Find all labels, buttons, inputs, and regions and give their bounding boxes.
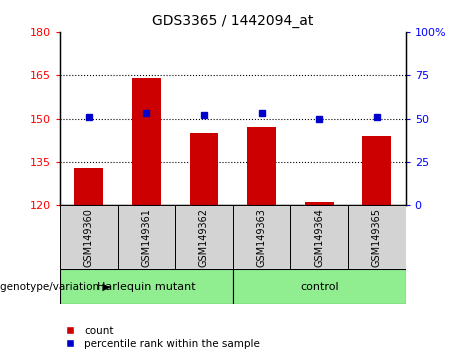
Bar — [175, 205, 233, 269]
Bar — [132, 78, 161, 205]
Bar — [305, 202, 334, 205]
Text: Harlequin mutant: Harlequin mutant — [97, 282, 195, 292]
Bar — [74, 168, 103, 205]
Bar — [233, 269, 406, 304]
Text: GSM149363: GSM149363 — [257, 208, 266, 267]
Bar — [118, 205, 175, 269]
Title: GDS3365 / 1442094_at: GDS3365 / 1442094_at — [152, 14, 313, 28]
Bar — [189, 133, 219, 205]
Bar — [247, 127, 276, 205]
Bar — [348, 205, 406, 269]
Text: GSM149362: GSM149362 — [199, 208, 209, 267]
Text: GSM149360: GSM149360 — [84, 208, 94, 267]
Legend: count, percentile rank within the sample: count, percentile rank within the sample — [65, 326, 260, 349]
Text: control: control — [300, 282, 338, 292]
Text: genotype/variation ▶: genotype/variation ▶ — [0, 282, 110, 292]
Bar — [60, 269, 233, 304]
Bar — [362, 136, 391, 205]
Text: GSM149364: GSM149364 — [314, 208, 324, 267]
Bar — [233, 205, 290, 269]
Bar — [60, 205, 118, 269]
Bar — [290, 205, 348, 269]
Text: GSM149365: GSM149365 — [372, 208, 382, 267]
Text: GSM149361: GSM149361 — [142, 208, 151, 267]
